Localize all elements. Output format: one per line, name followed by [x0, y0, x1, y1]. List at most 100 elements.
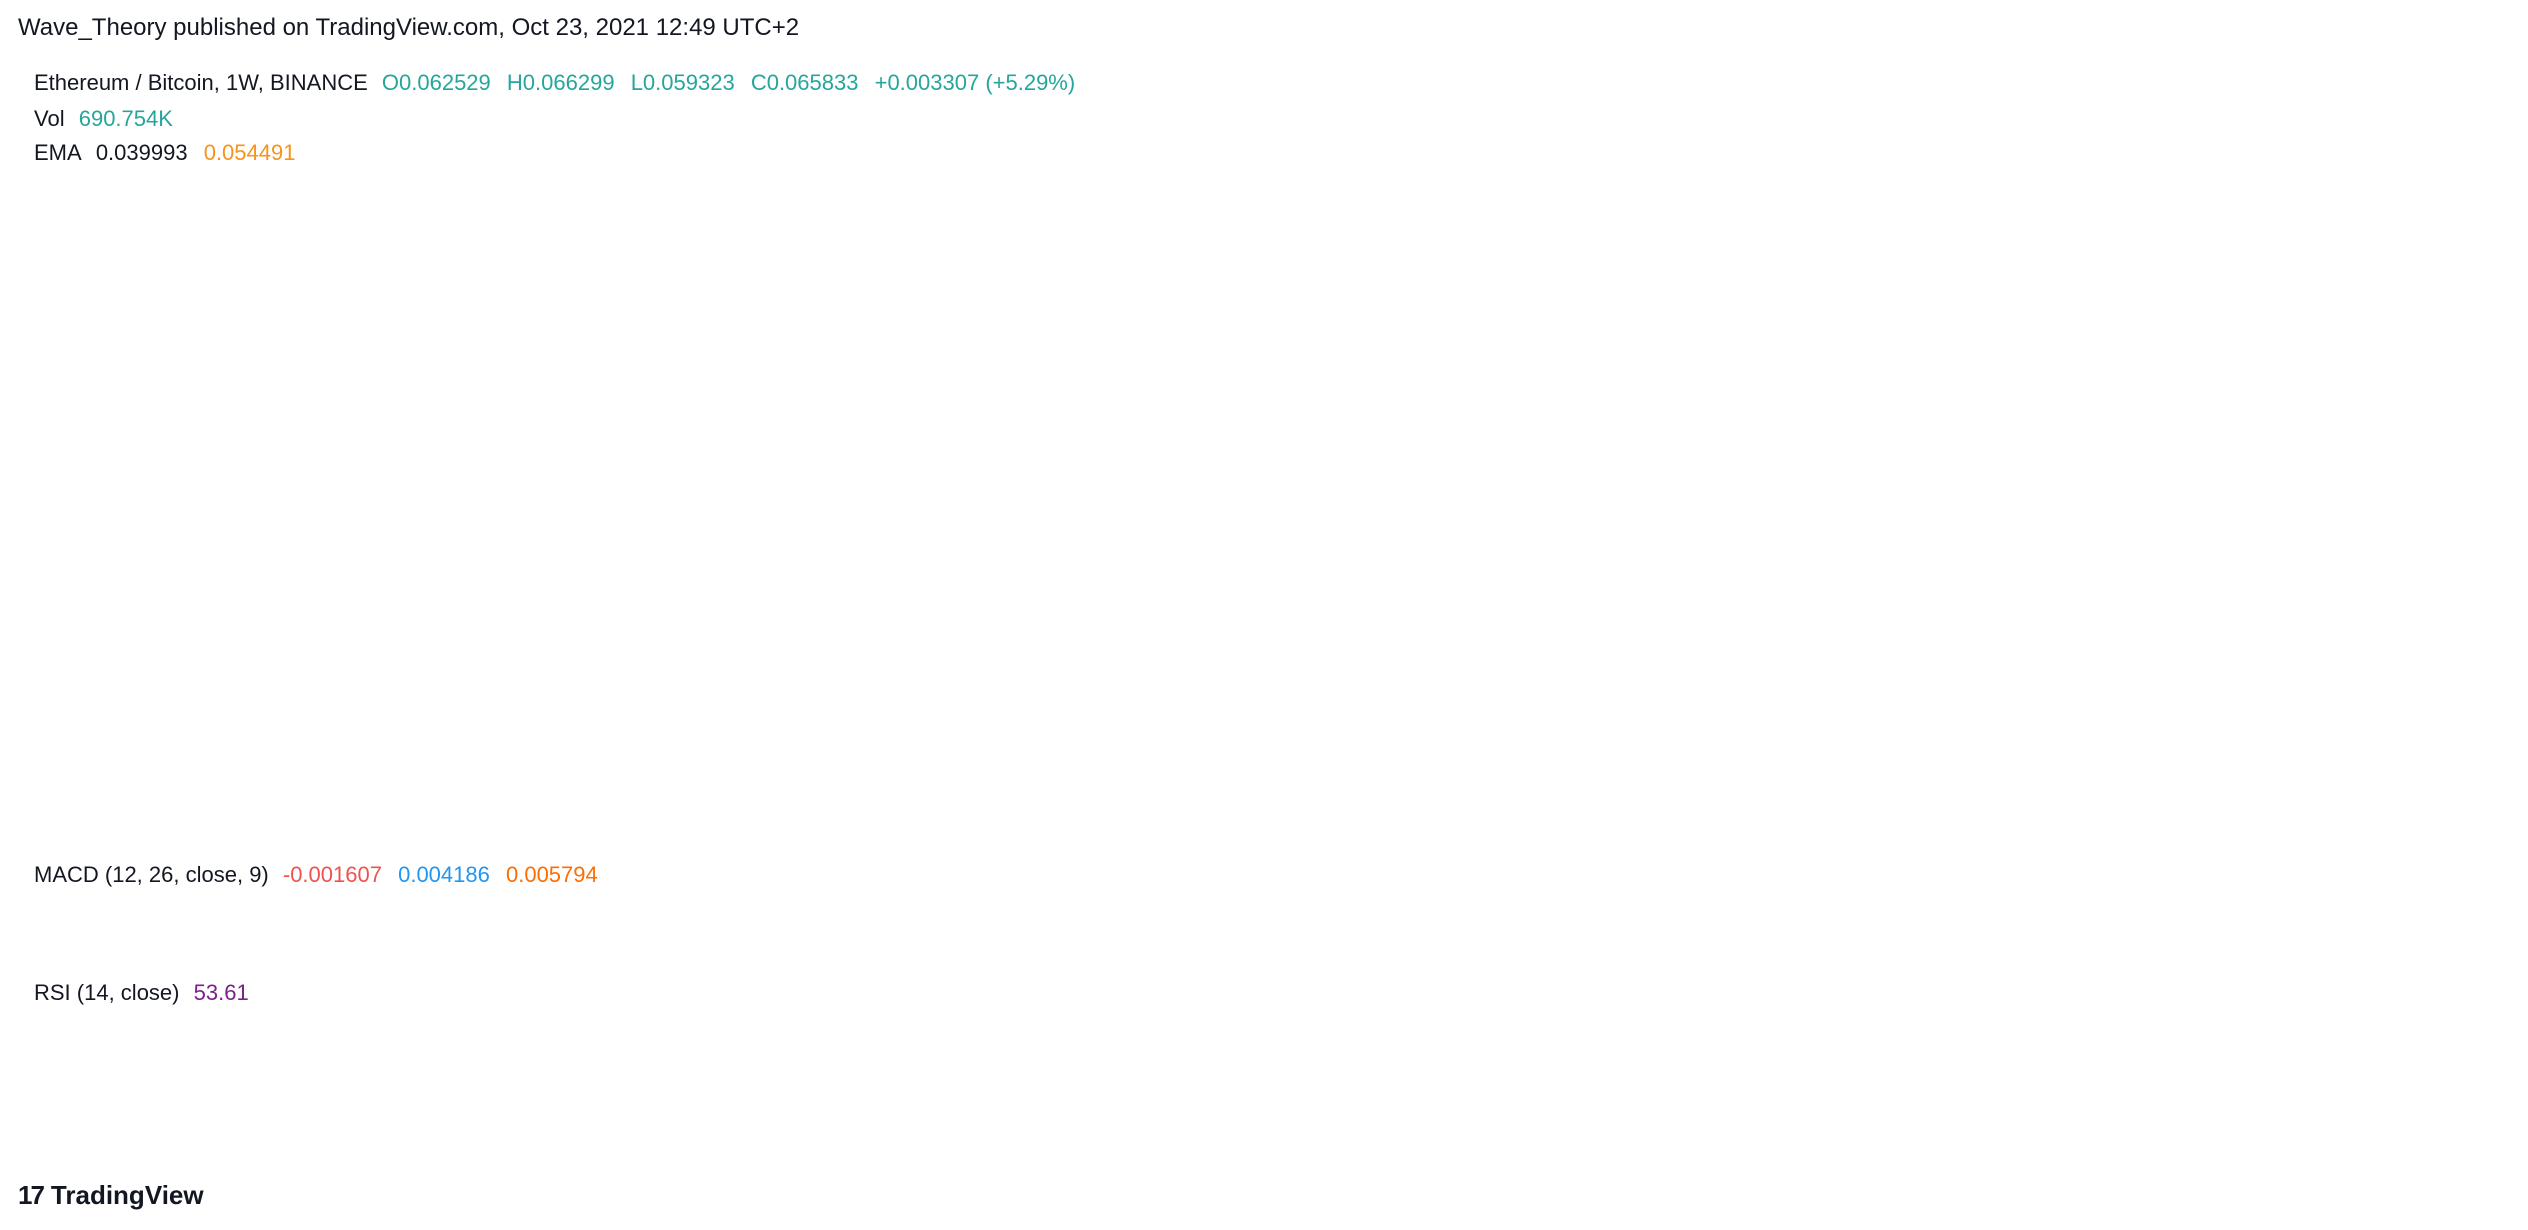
volume-bar	[307, 791, 314, 840]
volume-bar	[715, 751, 723, 840]
candle-body	[991, 353, 998, 397]
macd-hist-bar	[22, 922, 29, 924]
rsi-pane	[17, 951, 1367, 1081]
macd-hist-bar	[592, 919, 599, 922]
macd-hist-tag: -0.001607	[2362, 916, 2461, 941]
candle-body	[1086, 403, 1093, 437]
high-tag-box	[2286, 118, 2350, 150]
candle-body	[449, 579, 457, 608]
macd-hist-bar	[1295, 916, 1302, 922]
candle-body	[639, 566, 647, 590]
candle-body	[1228, 242, 1236, 249]
volume-bar	[592, 803, 599, 840]
macd-pane	[17, 845, 1369, 940]
tradingview-logo-icon: 17	[18, 1180, 45, 1210]
macd-hist-bar	[1162, 922, 1169, 927]
macd-label: MACD (12, 26, close, 9)	[34, 862, 269, 887]
candle-body	[1247, 205, 1255, 212]
macd-hist-bar	[50, 919, 58, 922]
candle-body	[677, 548, 685, 573]
candle-body	[744, 457, 751, 477]
macd-hist-bar	[193, 919, 200, 922]
candle-body	[1352, 221, 1359, 229]
footer-brand[interactable]: 17 TradingView	[18, 1180, 204, 1211]
volume-bar	[820, 813, 827, 840]
macd-hist-bar	[468, 917, 476, 922]
volume-bar	[98, 796, 105, 840]
volume-bar	[1029, 792, 1036, 840]
macd-hist-bar	[307, 922, 314, 928]
macd-hist-bar	[544, 916, 552, 922]
candle-body	[316, 708, 324, 712]
high-tag-label: High	[2294, 122, 2339, 147]
high-value-label: 0.082400	[2366, 122, 2458, 147]
volume-bar	[1190, 799, 1198, 840]
volume-bar	[345, 798, 352, 840]
candle-body	[753, 457, 761, 460]
macd-hist-bar	[744, 922, 751, 928]
candle-body	[858, 517, 865, 521]
volume-bar	[706, 732, 713, 840]
candle-body	[278, 691, 286, 706]
volume-bar	[459, 804, 466, 840]
candle-body	[1038, 453, 1046, 475]
volume-bar	[31, 796, 39, 840]
candle-body	[934, 492, 941, 495]
volume-bar	[1266, 790, 1274, 840]
candle-body	[867, 517, 875, 545]
volume-bar	[896, 793, 903, 840]
volume-bar	[164, 795, 172, 840]
macd-hist-bar	[1181, 922, 1188, 926]
macd-hist-bar	[820, 921, 827, 924]
time-label-11: 2023	[1998, 1119, 2051, 1146]
candle-body	[231, 651, 238, 659]
macd-hist-bar	[1152, 913, 1160, 922]
macd-hist-bar	[687, 922, 694, 928]
volume-bar	[886, 813, 894, 840]
volume-bar	[924, 751, 932, 840]
candle-body	[297, 685, 305, 689]
volume-bar	[1124, 770, 1131, 840]
vol-value: 690.754K	[78, 106, 173, 131]
volume-bar	[791, 802, 799, 840]
time-label-10: Sep	[1828, 1120, 1867, 1145]
volume-bar	[582, 810, 590, 840]
candle-body	[649, 559, 656, 567]
candle-body	[497, 623, 504, 635]
volume-bar	[212, 797, 219, 840]
volume-bar	[1067, 790, 1074, 840]
macd-hist-bar	[136, 916, 143, 922]
ema50-value: 0.054491	[203, 140, 296, 165]
volume-bar	[1105, 763, 1112, 840]
candle-body	[544, 605, 552, 617]
macd-hist-bar	[383, 922, 390, 926]
volume-bar	[250, 808, 257, 840]
ema50-tag-box	[2358, 282, 2482, 314]
volume-bar	[1257, 799, 1264, 840]
volume-bar	[60, 806, 67, 840]
macd-hist-bar	[41, 920, 48, 922]
candle-body	[88, 558, 96, 575]
candle-body	[820, 492, 827, 506]
candle-body	[41, 526, 48, 539]
volume-bar	[1304, 794, 1312, 840]
symbol-tag-box	[2246, 206, 2350, 238]
candle-body	[1333, 210, 1340, 230]
macd-hist-bar	[1209, 922, 1217, 924]
volume-bar	[905, 742, 913, 840]
macd-hist-bar	[582, 918, 590, 922]
rsi-line	[17, 951, 1367, 1081]
vol-tag-box	[2358, 798, 2482, 830]
macd-hist-bar	[611, 921, 618, 923]
volume-bar	[497, 794, 504, 840]
candle-body	[563, 605, 571, 618]
macd-hist-bar	[516, 916, 523, 922]
candle-body	[164, 691, 172, 720]
macd-hist-bar	[924, 916, 932, 922]
volume-bar	[478, 798, 485, 840]
macd-hist-bar	[1095, 913, 1103, 922]
candle-body	[801, 487, 808, 512]
candle-body	[1342, 221, 1350, 230]
low-tag-label: Low	[2298, 764, 2338, 789]
